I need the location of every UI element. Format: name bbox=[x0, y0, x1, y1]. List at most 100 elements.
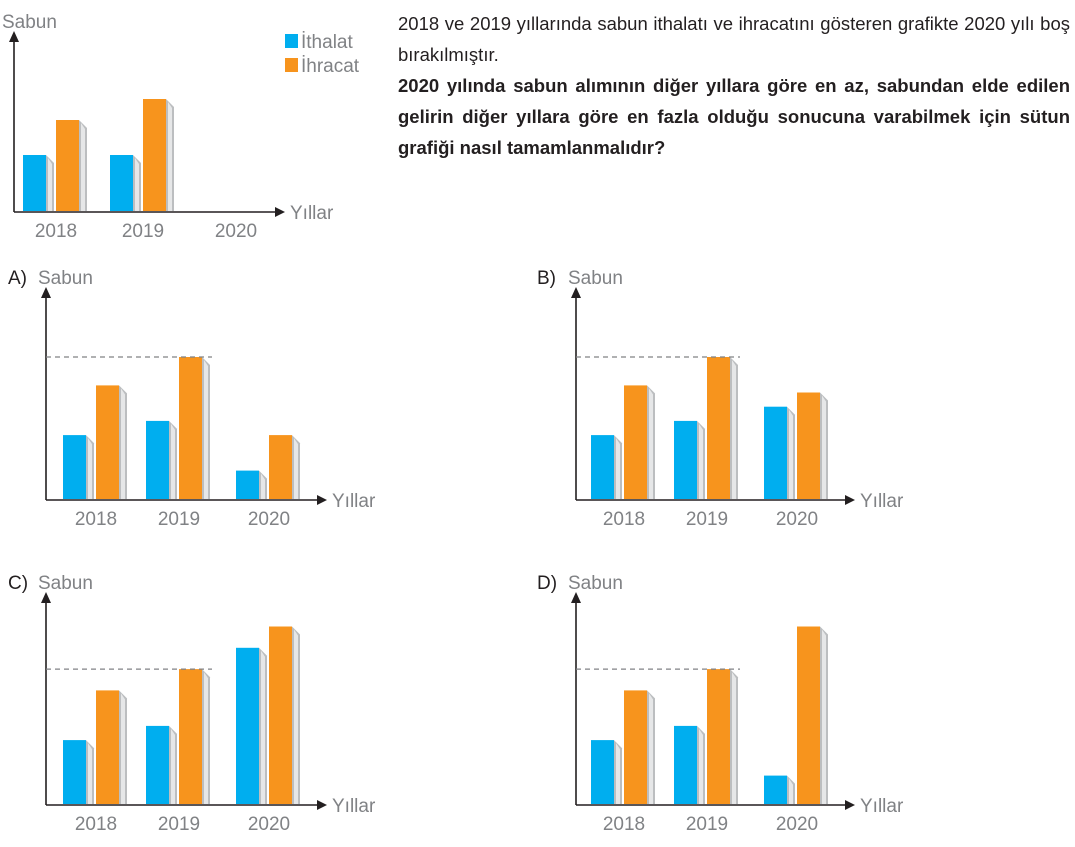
c-bar-ihracat-2019 bbox=[179, 669, 202, 804]
question-prompt: 2020 yılında sabun alımının diğer yıllar… bbox=[398, 75, 1070, 158]
a-bar-ihracat-2019-side-highlight bbox=[204, 360, 208, 499]
a-bar-ithalat-2019 bbox=[146, 420, 169, 499]
d-bar-ihracat-2018-side-highlight bbox=[649, 693, 653, 804]
d-y-axis-arrow bbox=[571, 592, 581, 603]
c-bar-ithalat-2020 bbox=[236, 647, 259, 804]
c-bar-ihracat-2020 bbox=[269, 626, 292, 804]
b-tick-label: 2018 bbox=[603, 509, 645, 530]
c-xlabel: Yıllar bbox=[332, 796, 376, 817]
main-bar-ihracat-2018 bbox=[56, 120, 79, 211]
b-y-axis-arrow bbox=[571, 287, 581, 298]
main-ylabel: Sabun bbox=[2, 12, 57, 33]
a-ylabel: Sabun bbox=[38, 268, 93, 289]
c-bar-ithalat-2019 bbox=[146, 725, 169, 804]
main-xlabel: Yıllar bbox=[290, 203, 334, 224]
b-tick-label: 2020 bbox=[776, 509, 818, 530]
main-bar-ihracat-2018-side-highlight bbox=[81, 123, 85, 211]
d-bar-ithalat-2020 bbox=[764, 775, 787, 804]
c-bar-ihracat-2019-side-highlight bbox=[204, 672, 208, 804]
a-xlabel: Yıllar bbox=[332, 491, 376, 512]
b-bar-ihracat-2018-side-highlight bbox=[649, 388, 653, 499]
d-bar-ithalat-2019-side-highlight bbox=[699, 728, 703, 804]
a-bar-ihracat-2018-side-highlight bbox=[121, 388, 125, 499]
b-bar-ithalat-2018-side-highlight bbox=[616, 438, 620, 499]
b-bar-ihracat-2019 bbox=[707, 357, 730, 499]
a-option-label: A) bbox=[8, 268, 27, 289]
b-bar-ithalat-2020-side-highlight bbox=[789, 409, 793, 499]
main-bar-ithalat-2019 bbox=[110, 155, 133, 211]
d-bar-ihracat-2020-side-highlight bbox=[822, 629, 826, 804]
c-ylabel: Sabun bbox=[38, 573, 93, 594]
d-bar-ithalat-2018-side-highlight bbox=[616, 743, 620, 804]
c-bar-ithalat-2019-side-highlight bbox=[171, 728, 175, 804]
d-ylabel: Sabun bbox=[568, 573, 623, 594]
d-tick-label: 2020 bbox=[776, 814, 818, 835]
b-x-axis-arrow bbox=[845, 495, 855, 505]
b-bar-ihracat-2020 bbox=[797, 392, 820, 499]
b-bar-ithalat-2018 bbox=[591, 435, 614, 499]
b-tick-label: 2019 bbox=[686, 509, 728, 530]
a-bar-ihracat-2018 bbox=[96, 385, 119, 499]
c-y-axis-arrow bbox=[41, 592, 51, 603]
b-ylabel: Sabun bbox=[568, 268, 623, 289]
d-bar-ihracat-2019 bbox=[707, 669, 730, 804]
main-bar-ithalat-2019-side-highlight bbox=[135, 158, 139, 211]
main-legend-swatch-ihracat bbox=[285, 58, 298, 72]
main-tick-label: 2020 bbox=[215, 221, 257, 242]
d-tick-label: 2019 bbox=[686, 814, 728, 835]
main-bar-ihracat-2019 bbox=[143, 99, 166, 211]
c-tick-label: 2020 bbox=[248, 814, 290, 835]
c-bar-ithalat-2018 bbox=[63, 740, 86, 804]
c-bar-ihracat-2018-side-highlight bbox=[121, 693, 125, 804]
d-option-label: D) bbox=[537, 573, 557, 594]
main-legend-swatch-ithalat bbox=[285, 34, 298, 48]
d-bar-ithalat-2019 bbox=[674, 725, 697, 804]
b-xlabel: Yıllar bbox=[860, 491, 904, 512]
d-bar-ihracat-2018 bbox=[624, 690, 647, 804]
c-tick-label: 2018 bbox=[75, 814, 117, 835]
c-tick-label: 2019 bbox=[158, 814, 200, 835]
d-xlabel: Yıllar bbox=[860, 796, 904, 817]
d-tick-label: 2018 bbox=[603, 814, 645, 835]
c-bar-ithalat-2020-side-highlight bbox=[261, 650, 265, 804]
b-bar-ithalat-2020 bbox=[764, 406, 787, 499]
d-bar-ihracat-2019-side-highlight bbox=[732, 672, 736, 804]
a-tick-label: 2020 bbox=[248, 509, 290, 530]
b-bar-ihracat-2018 bbox=[624, 385, 647, 499]
main-x-axis-arrow bbox=[275, 207, 285, 217]
question-text: 2018 ve 2019 yıllarında sabun ithalatı v… bbox=[398, 8, 1070, 163]
main-tick-label: 2019 bbox=[122, 221, 164, 242]
a-bar-ihracat-2020-side-highlight bbox=[294, 438, 298, 499]
main-tick-label: 2018 bbox=[35, 221, 77, 242]
a-bar-ithalat-2019-side-highlight bbox=[171, 423, 175, 499]
c-option-label: C) bbox=[8, 573, 28, 594]
b-bar-ithalat-2019-side-highlight bbox=[699, 423, 703, 499]
a-tick-label: 2019 bbox=[158, 509, 200, 530]
a-bar-ihracat-2020 bbox=[269, 435, 292, 499]
main-legend-label-ithalat: İthalat bbox=[301, 32, 353, 53]
b-bar-ihracat-2019-side-highlight bbox=[732, 360, 736, 499]
a-bar-ihracat-2019 bbox=[179, 357, 202, 499]
main-y-axis-arrow bbox=[9, 31, 19, 42]
b-bar-ithalat-2019 bbox=[674, 420, 697, 499]
b-bar-ihracat-2020-side-highlight bbox=[822, 395, 826, 499]
d-bar-ihracat-2020 bbox=[797, 626, 820, 804]
question-intro: 2018 ve 2019 yıllarında sabun ithalatı v… bbox=[398, 13, 1070, 65]
a-bar-ithalat-2020 bbox=[236, 470, 259, 499]
main-bar-ithalat-2018 bbox=[23, 155, 46, 211]
main-bar-ihracat-2019-side-highlight bbox=[168, 102, 172, 211]
c-bar-ihracat-2018 bbox=[96, 690, 119, 804]
d-x-axis-arrow bbox=[845, 800, 855, 810]
a-bar-ithalat-2020-side-highlight bbox=[261, 473, 265, 499]
d-bar-ithalat-2018 bbox=[591, 740, 614, 804]
c-bar-ithalat-2018-side-highlight bbox=[88, 743, 92, 804]
a-x-axis-arrow bbox=[317, 495, 327, 505]
d-bar-ithalat-2020-side-highlight bbox=[789, 778, 793, 804]
a-tick-label: 2018 bbox=[75, 509, 117, 530]
c-x-axis-arrow bbox=[317, 800, 327, 810]
c-bar-ihracat-2020-side-highlight bbox=[294, 629, 298, 804]
a-bar-ithalat-2018-side-highlight bbox=[88, 438, 92, 499]
a-y-axis-arrow bbox=[41, 287, 51, 298]
b-option-label: B) bbox=[537, 268, 556, 289]
